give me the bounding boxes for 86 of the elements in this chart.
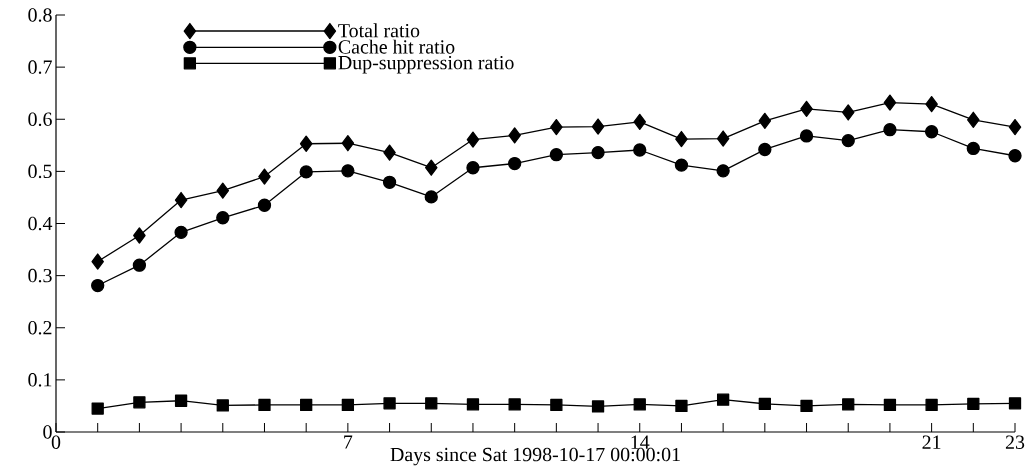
legend-label: Total ratio	[338, 23, 420, 38]
point	[174, 225, 188, 240]
point	[508, 127, 521, 144]
y-tick-label: 0.8	[28, 8, 52, 22]
point	[716, 393, 730, 406]
point	[633, 143, 647, 157]
point	[174, 191, 188, 209]
point	[383, 397, 396, 410]
point	[341, 164, 355, 178]
y-tick-label: 0.4	[28, 216, 53, 231]
point	[716, 130, 730, 147]
point	[842, 398, 855, 411]
point	[466, 131, 480, 148]
y-tick-label: 0.3	[28, 268, 52, 283]
x-tick-label: 7	[344, 435, 353, 449]
point	[91, 278, 105, 293]
point	[257, 198, 272, 212]
point	[425, 397, 438, 410]
point	[841, 104, 855, 121]
point	[300, 398, 313, 412]
point	[216, 211, 230, 225]
point	[1008, 397, 1022, 410]
point	[508, 156, 522, 171]
point	[91, 253, 104, 270]
point	[216, 182, 230, 199]
point	[925, 95, 938, 113]
point	[716, 164, 730, 178]
y-tick-label: 0.7	[28, 60, 52, 74]
legend-label: Cache hit ratio	[338, 39, 455, 54]
point	[383, 144, 396, 161]
x-tick-label: 23	[1005, 435, 1025, 449]
legend-label: Dup-suppression ratio	[338, 55, 514, 74]
point	[133, 227, 146, 244]
point	[174, 394, 188, 407]
y-tick-label: 0.1	[28, 373, 52, 387]
point	[466, 161, 480, 175]
point	[967, 111, 980, 128]
point	[91, 402, 104, 415]
point	[299, 135, 313, 152]
point	[133, 396, 146, 409]
point	[633, 398, 646, 411]
point	[466, 398, 480, 411]
point	[675, 130, 688, 148]
point	[591, 400, 605, 413]
point	[591, 118, 605, 135]
point	[924, 125, 939, 139]
x-tick-label: 21	[922, 435, 941, 449]
x-axis-title: Days since Sat 1998-10-17 00:00:01	[390, 447, 680, 466]
point	[591, 145, 605, 160]
point	[341, 398, 355, 412]
point	[967, 397, 980, 410]
point	[674, 158, 689, 172]
point	[382, 175, 397, 189]
point	[966, 141, 980, 156]
point	[508, 398, 521, 411]
point	[424, 159, 438, 176]
point	[550, 118, 563, 136]
x-tick-label: 14	[631, 435, 650, 449]
point	[549, 148, 564, 162]
y-tick-label: 0.6	[28, 112, 52, 127]
point	[675, 399, 688, 413]
point	[633, 113, 647, 131]
point	[883, 123, 897, 137]
point	[799, 129, 814, 143]
point	[883, 94, 897, 111]
point	[216, 399, 229, 412]
point	[883, 398, 897, 412]
y-tick-label: 0	[43, 425, 52, 439]
point	[1008, 118, 1022, 136]
point	[550, 398, 563, 412]
point	[341, 135, 355, 152]
point	[299, 165, 313, 179]
point	[424, 190, 438, 204]
point	[800, 100, 813, 117]
point	[841, 133, 855, 148]
point	[258, 398, 271, 412]
y-tick-label: 0.5	[28, 164, 52, 179]
point	[925, 398, 938, 412]
point	[758, 112, 772, 129]
point	[800, 399, 813, 413]
point	[758, 142, 772, 157]
point	[258, 168, 271, 185]
point	[132, 258, 147, 272]
point	[1008, 149, 1022, 163]
y-tick-label: 0.2	[28, 320, 52, 335]
point	[758, 397, 771, 410]
